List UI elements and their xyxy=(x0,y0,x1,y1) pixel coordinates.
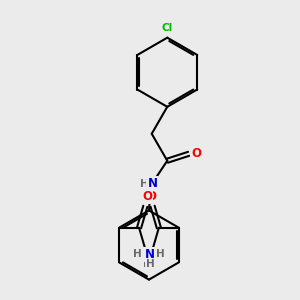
Text: N: N xyxy=(147,177,158,190)
Text: O: O xyxy=(146,190,156,203)
Text: H: H xyxy=(133,249,142,260)
Text: H: H xyxy=(156,249,165,260)
Text: N: N xyxy=(143,248,153,261)
Text: H: H xyxy=(143,259,152,269)
Text: O: O xyxy=(191,147,201,160)
Text: H: H xyxy=(146,259,154,269)
Text: Cl: Cl xyxy=(162,23,173,33)
Text: H: H xyxy=(140,179,149,189)
Text: O: O xyxy=(142,190,152,203)
Text: N: N xyxy=(145,248,155,261)
